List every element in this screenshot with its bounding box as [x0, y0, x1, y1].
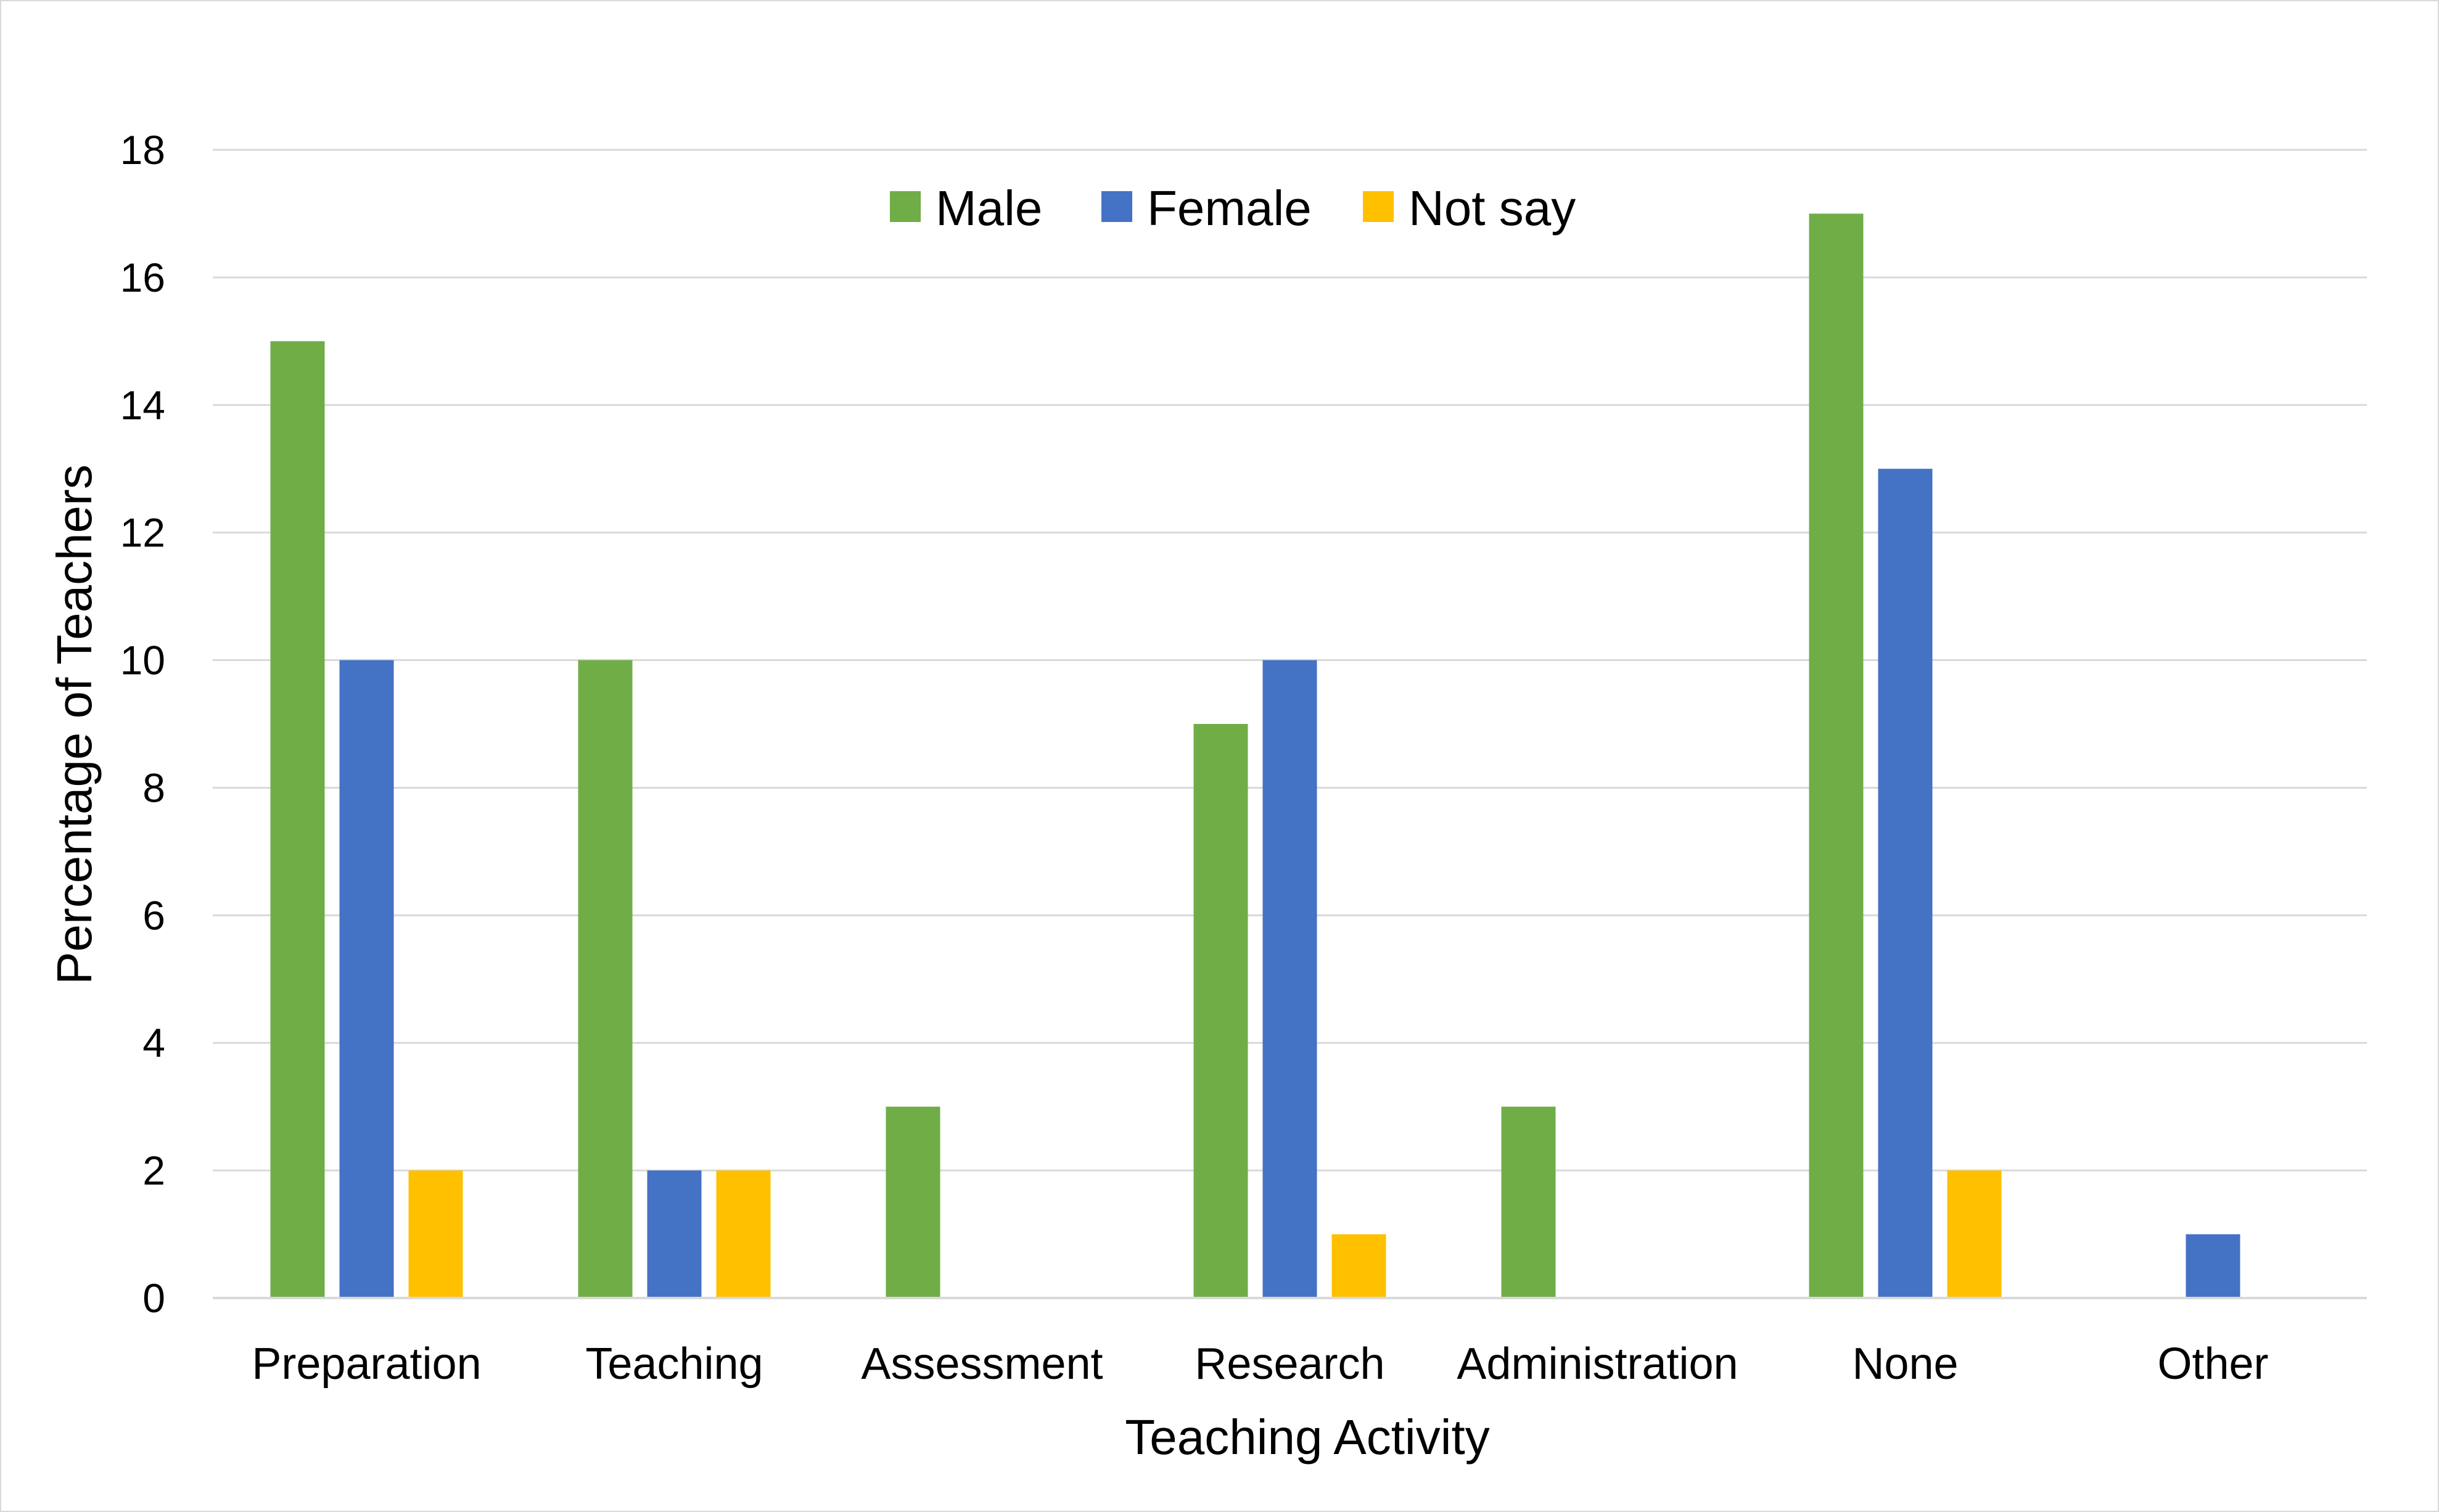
y-tick-label: 6 [142, 892, 165, 938]
bars [270, 213, 2240, 1299]
y-tick-label: 2 [142, 1148, 165, 1193]
y-tick-label: 12 [120, 510, 165, 556]
x-tick-label: None [1852, 1339, 1958, 1389]
legend-label: Not say [1409, 181, 1576, 236]
bar-male-administration [1501, 1106, 1556, 1298]
bar-female-other [2186, 1234, 2240, 1298]
legend-label: Female [1147, 181, 1312, 236]
legend: Male Female Not say [890, 181, 1576, 236]
x-tick-label: Administration [1457, 1339, 1738, 1389]
bar-not-say-research [1331, 1234, 1386, 1298]
bar-male-research [1193, 724, 1248, 1298]
x-tick-label: Teaching [585, 1339, 763, 1389]
y-tick-label: 18 [120, 127, 165, 173]
gridlines [213, 149, 2367, 1172]
bar-male-assessment [886, 1106, 940, 1298]
y-tick-label: 0 [142, 1275, 165, 1321]
bar-not-say-none [1947, 1170, 2002, 1298]
legend-swatch-female [1101, 191, 1132, 222]
x-axis-ticks: Preparation Teaching Assessment Research Adm… [252, 1339, 2268, 1389]
y-tick-label: 8 [142, 765, 165, 810]
y-axis-ticks: 0 2 4 6 8 10 12 14 16 18 [120, 127, 165, 1321]
y-tick-label: 14 [120, 382, 165, 428]
x-tick-label: Preparation [252, 1339, 481, 1389]
x-tick-label: Assessment [861, 1339, 1103, 1389]
bar-male-preparation [270, 341, 325, 1299]
legend-swatch-male [890, 191, 921, 222]
bar-male-teaching [578, 660, 633, 1298]
x-tick-label: Other [2157, 1339, 2268, 1389]
legend-swatch-not-say [1363, 191, 1394, 222]
x-axis-title: Teaching Activity [1125, 1410, 1489, 1465]
y-axis-title: Percentage of Teachers [47, 464, 102, 985]
y-tick-label: 4 [142, 1020, 165, 1066]
y-tick-label: 16 [120, 255, 165, 300]
x-tick-label: Research [1195, 1339, 1384, 1389]
bar-female-research [1262, 660, 1317, 1298]
legend-label: Male [936, 181, 1042, 236]
bar-female-teaching [647, 1170, 702, 1298]
bar-female-none [1878, 469, 1933, 1299]
bar-not-say-teaching [716, 1170, 771, 1298]
bar-male-none [1809, 213, 1864, 1298]
bar-female-preparation [339, 660, 394, 1298]
y-tick-label: 10 [120, 638, 165, 683]
bar-not-say-preparation [408, 1170, 463, 1298]
